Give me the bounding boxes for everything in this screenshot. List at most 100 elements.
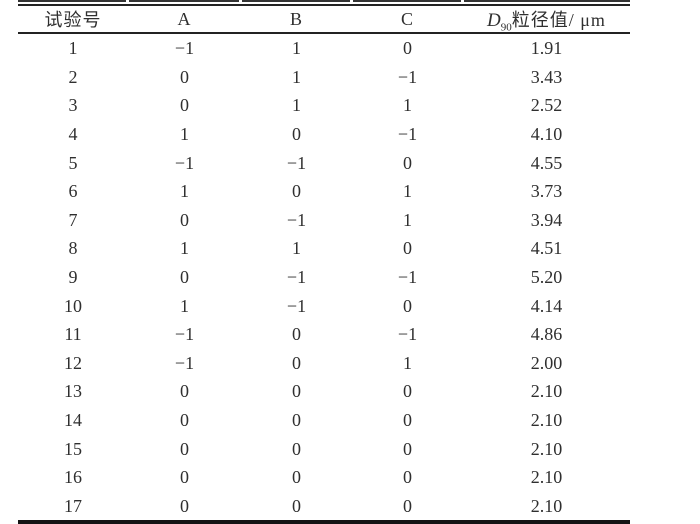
table-row: 13 0 0 0 2.10 [18, 377, 630, 406]
cell-b: 0 [292, 438, 301, 459]
cell-d90: 4.86 [530, 324, 563, 345]
cell-a: −1 [174, 152, 195, 173]
cell-c: 0 [403, 38, 412, 59]
cell-c: 1 [403, 95, 412, 116]
cell-b: 0 [292, 181, 301, 202]
table-row: 16 0 0 0 2.10 [18, 463, 630, 492]
cell-d90: 3.43 [530, 66, 563, 87]
cell-no: 15 [64, 438, 82, 459]
cell-c: 0 [403, 238, 412, 259]
cell-b: −1 [286, 267, 307, 288]
cell-d90: 2.00 [530, 352, 563, 373]
table-header: 试验号 A B C D90粒径值/ μm [18, 5, 630, 34]
rule-segment [353, 0, 461, 2]
cell-b: 1 [292, 66, 301, 87]
cell-no: 3 [68, 95, 78, 116]
cell-b: −1 [286, 152, 307, 173]
d90-subscript: 90 [500, 21, 512, 34]
cell-b: −1 [286, 295, 307, 316]
cell-a: 1 [180, 295, 189, 316]
table-row: 7 0 −1 1 3.94 [18, 206, 630, 235]
cell-c: 1 [403, 352, 412, 373]
table-row: 2 0 1 −1 3.43 [18, 63, 630, 92]
cell-a: −1 [174, 38, 195, 59]
cell-no: 8 [68, 238, 78, 259]
cell-b: 0 [292, 495, 301, 516]
cell-no: 17 [64, 495, 82, 516]
cell-a: −1 [174, 324, 195, 345]
cell-a: 1 [180, 181, 189, 202]
cell-a: 1 [180, 238, 189, 259]
table-row: 14 0 0 0 2.10 [18, 406, 630, 435]
column-header-factor-c: C [352, 5, 463, 34]
cell-no: 1 [68, 38, 78, 59]
cell-d90: 5.20 [530, 267, 563, 288]
cell-a: 0 [180, 95, 189, 116]
top-cropped-rule [18, 0, 630, 2]
cell-no: 6 [68, 181, 78, 202]
table-row: 3 0 1 1 2.52 [18, 91, 630, 120]
cell-b: 0 [292, 324, 301, 345]
cell-a: 0 [180, 467, 189, 488]
cell-b: 1 [292, 238, 301, 259]
cell-b: 0 [292, 467, 301, 488]
cell-c: −1 [397, 124, 418, 145]
table-row: 6 1 0 1 3.73 [18, 177, 630, 206]
table-row: 12 −1 0 1 2.00 [18, 349, 630, 378]
cell-d90: 2.52 [530, 95, 563, 116]
column-header-d90: D90粒径值/ μm [463, 5, 630, 34]
cell-a: −1 [174, 352, 195, 373]
cell-no: 2 [68, 66, 78, 87]
cell-c: 1 [403, 181, 412, 202]
cell-b: 0 [292, 410, 301, 431]
cell-no: 9 [68, 267, 78, 288]
cell-b: 0 [292, 381, 301, 402]
cell-d90: 2.10 [530, 381, 563, 402]
table-row: 9 0 −1 −1 5.20 [18, 263, 630, 292]
cell-no: 12 [64, 352, 82, 373]
cell-d90: 1.91 [530, 38, 563, 59]
table-row: 4 1 0 −1 4.10 [18, 120, 630, 149]
rule-segment [18, 0, 126, 2]
table-row: 10 1 −1 0 4.14 [18, 291, 630, 320]
cell-c: 0 [403, 438, 412, 459]
table-row: 8 1 1 0 4.51 [18, 234, 630, 263]
cell-a: 0 [180, 495, 189, 516]
cell-c: −1 [397, 324, 418, 345]
cell-no: 16 [64, 467, 82, 488]
cell-d90: 3.73 [530, 181, 563, 202]
cell-a: 0 [180, 209, 189, 230]
cell-c: 0 [403, 295, 412, 316]
cell-a: 0 [180, 381, 189, 402]
cell-no: 10 [64, 295, 82, 316]
cell-c: −1 [397, 66, 418, 87]
cell-no: 4 [68, 124, 78, 145]
cell-d90: 4.51 [530, 238, 563, 259]
cell-c: 0 [403, 381, 412, 402]
cell-d90: 2.10 [530, 438, 563, 459]
cell-d90: 4.55 [530, 152, 563, 173]
column-header-run-number: 试验号 [18, 5, 128, 34]
cell-d90: 4.14 [530, 295, 563, 316]
doe-experiment-table: 试验号 A B C D90粒径值/ μm 1 −1 1 0 1.91 2 0 1 −1 3.43 3… [18, 4, 630, 524]
cell-c: 1 [403, 209, 412, 230]
cell-b: 1 [292, 38, 301, 59]
column-header-factor-a: A [128, 5, 241, 34]
d90-unit-label: 粒径值/ μm [511, 10, 606, 30]
table-body: 1 −1 1 0 1.91 2 0 1 −1 3.43 3 0 1 1 2.52 4 1 0 −1 4.10 5 −1 −1… [18, 33, 630, 522]
cell-b: 0 [292, 352, 301, 373]
cell-a: 0 [180, 410, 189, 431]
cell-a: 0 [180, 267, 189, 288]
table-row: 15 0 0 0 2.10 [18, 434, 630, 463]
cell-no: 13 [64, 381, 82, 402]
rule-segment [242, 0, 350, 2]
cell-c: −1 [397, 267, 418, 288]
cell-a: 0 [180, 66, 189, 87]
cell-d90: 2.10 [530, 467, 563, 488]
cell-c: 0 [403, 152, 412, 173]
d90-symbol: D [487, 10, 501, 31]
cell-no: 5 [68, 152, 78, 173]
rule-segment [464, 0, 630, 2]
table-row: 11 −1 0 −1 4.86 [18, 320, 630, 349]
cell-a: 1 [180, 124, 189, 145]
